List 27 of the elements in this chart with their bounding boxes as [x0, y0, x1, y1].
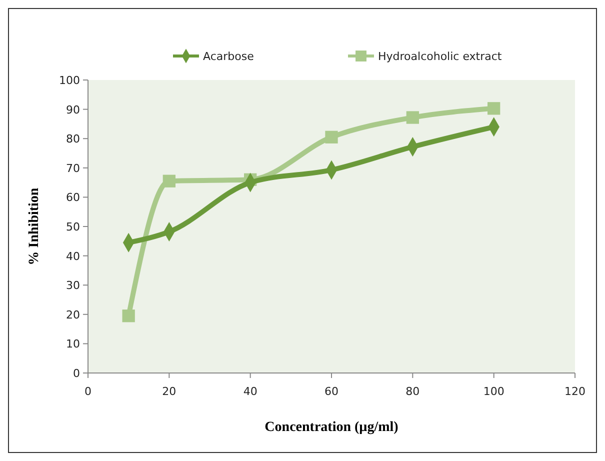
- y-tick-label: 10: [66, 338, 80, 351]
- y-tick-label: 30: [66, 279, 80, 292]
- x-tick-label: 20: [162, 385, 176, 398]
- point: [406, 111, 419, 124]
- y-tick-label: 60: [66, 191, 80, 204]
- legend-label: Acarbose: [203, 50, 254, 63]
- y-tick-label: 20: [66, 308, 80, 322]
- y-tick-label: 0: [73, 367, 80, 380]
- y-axis-title: % Inhibition: [27, 188, 42, 266]
- y-tick-label: 100: [59, 74, 80, 87]
- point: [488, 102, 500, 115]
- point: [162, 174, 176, 188]
- x-axis-title: Concentration (µg/ml): [264, 420, 399, 435]
- point: [325, 130, 338, 144]
- legend-label: Hydroalcoholic extract: [378, 50, 502, 63]
- x-tick-label: 120: [564, 385, 586, 398]
- x-tick-label: 80: [406, 385, 420, 398]
- y-tick-label: 50: [66, 220, 80, 234]
- point: [122, 310, 135, 322]
- x-tick-label: 100: [483, 385, 504, 398]
- y-tick-label: 80: [66, 132, 80, 146]
- x-tick-label: 60: [324, 385, 338, 398]
- x-tick-label: 40: [243, 385, 258, 398]
- x-tick-label: 0: [84, 385, 92, 398]
- y-tick-label: 90: [66, 103, 80, 116]
- y-tick-label: 40: [66, 250, 80, 263]
- y-tick-label: 70: [66, 162, 80, 175]
